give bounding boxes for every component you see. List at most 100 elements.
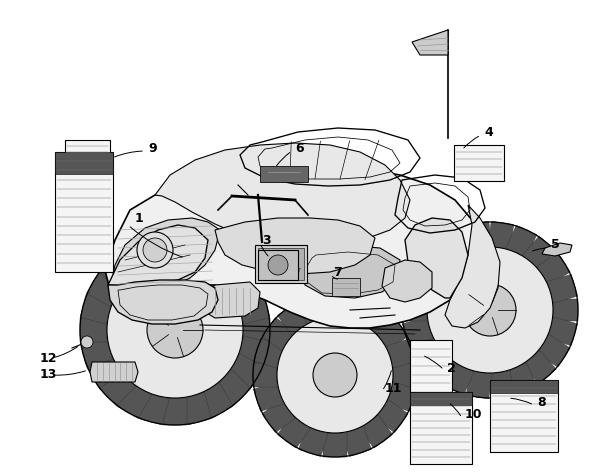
Text: 8: 8 [537, 396, 546, 408]
Bar [65, 140, 110, 158]
Polygon shape [262, 317, 295, 350]
Bar [410, 392, 472, 405]
Polygon shape [90, 362, 138, 382]
Polygon shape [108, 280, 218, 324]
Polygon shape [138, 392, 170, 425]
Polygon shape [253, 363, 277, 387]
Polygon shape [237, 294, 270, 324]
Polygon shape [523, 236, 556, 270]
Polygon shape [424, 236, 457, 270]
Polygon shape [117, 383, 152, 418]
Polygon shape [445, 205, 500, 328]
Polygon shape [387, 382, 417, 411]
Polygon shape [302, 245, 400, 298]
Polygon shape [488, 371, 513, 399]
Polygon shape [323, 293, 346, 317]
Polygon shape [405, 218, 468, 298]
Polygon shape [277, 415, 310, 448]
Polygon shape [117, 242, 152, 277]
Circle shape [143, 238, 167, 262]
Circle shape [268, 255, 288, 275]
Polygon shape [80, 336, 113, 366]
Text: 7: 7 [333, 266, 341, 278]
Polygon shape [87, 272, 122, 306]
Polygon shape [412, 30, 448, 55]
Polygon shape [542, 243, 572, 256]
Text: 12: 12 [40, 352, 58, 364]
Polygon shape [382, 260, 432, 302]
Polygon shape [163, 398, 187, 425]
Polygon shape [110, 218, 220, 294]
Polygon shape [547, 317, 578, 346]
Bar [410, 340, 452, 392]
Polygon shape [87, 353, 122, 388]
Bar [490, 380, 558, 393]
Text: 4: 4 [484, 125, 493, 139]
Polygon shape [99, 370, 136, 406]
Polygon shape [105, 168, 478, 328]
Polygon shape [466, 371, 492, 399]
Polygon shape [410, 334, 443, 367]
Polygon shape [488, 221, 513, 249]
Polygon shape [202, 282, 260, 318]
Polygon shape [253, 382, 283, 411]
Polygon shape [393, 363, 417, 387]
Polygon shape [402, 299, 427, 322]
Polygon shape [228, 353, 263, 388]
Text: 3: 3 [262, 234, 271, 247]
Polygon shape [253, 339, 283, 368]
Polygon shape [402, 275, 433, 303]
Polygon shape [537, 334, 570, 367]
Polygon shape [410, 253, 443, 285]
Polygon shape [553, 299, 578, 322]
Text: 6: 6 [295, 142, 304, 154]
Polygon shape [443, 362, 474, 395]
Polygon shape [506, 362, 537, 395]
Bar [55, 152, 113, 173]
Polygon shape [523, 350, 556, 384]
Polygon shape [198, 383, 233, 418]
Circle shape [464, 284, 516, 336]
Polygon shape [547, 275, 578, 303]
Polygon shape [215, 218, 375, 274]
Text: 10: 10 [465, 408, 482, 421]
Polygon shape [181, 235, 211, 267]
Polygon shape [342, 427, 371, 456]
Polygon shape [323, 433, 346, 457]
Text: ARCTIC CAT: ARCTIC CAT [269, 267, 301, 273]
Polygon shape [375, 317, 408, 350]
Circle shape [137, 232, 173, 268]
Polygon shape [181, 392, 211, 425]
Polygon shape [108, 225, 208, 286]
Polygon shape [506, 225, 537, 257]
Text: 13: 13 [40, 369, 58, 381]
Polygon shape [228, 272, 263, 306]
Polygon shape [80, 318, 107, 342]
Bar [332, 278, 360, 296]
Polygon shape [214, 254, 251, 291]
Polygon shape [277, 302, 310, 335]
Polygon shape [138, 235, 170, 267]
Circle shape [81, 336, 93, 348]
Circle shape [427, 247, 553, 373]
Circle shape [313, 353, 357, 397]
Bar [258, 250, 298, 280]
Polygon shape [375, 399, 408, 433]
Polygon shape [214, 370, 251, 406]
Polygon shape [243, 318, 270, 342]
Polygon shape [262, 399, 295, 433]
Bar [410, 392, 472, 464]
Bar [260, 166, 308, 182]
Polygon shape [360, 302, 392, 335]
Bar [55, 152, 113, 272]
Polygon shape [443, 225, 474, 257]
Circle shape [277, 317, 393, 433]
Text: 1: 1 [135, 211, 144, 225]
Circle shape [147, 302, 203, 358]
Polygon shape [299, 294, 328, 323]
Text: 11: 11 [385, 381, 403, 395]
Polygon shape [424, 350, 457, 384]
Polygon shape [237, 336, 270, 366]
Polygon shape [402, 317, 433, 346]
Bar [454, 145, 504, 181]
